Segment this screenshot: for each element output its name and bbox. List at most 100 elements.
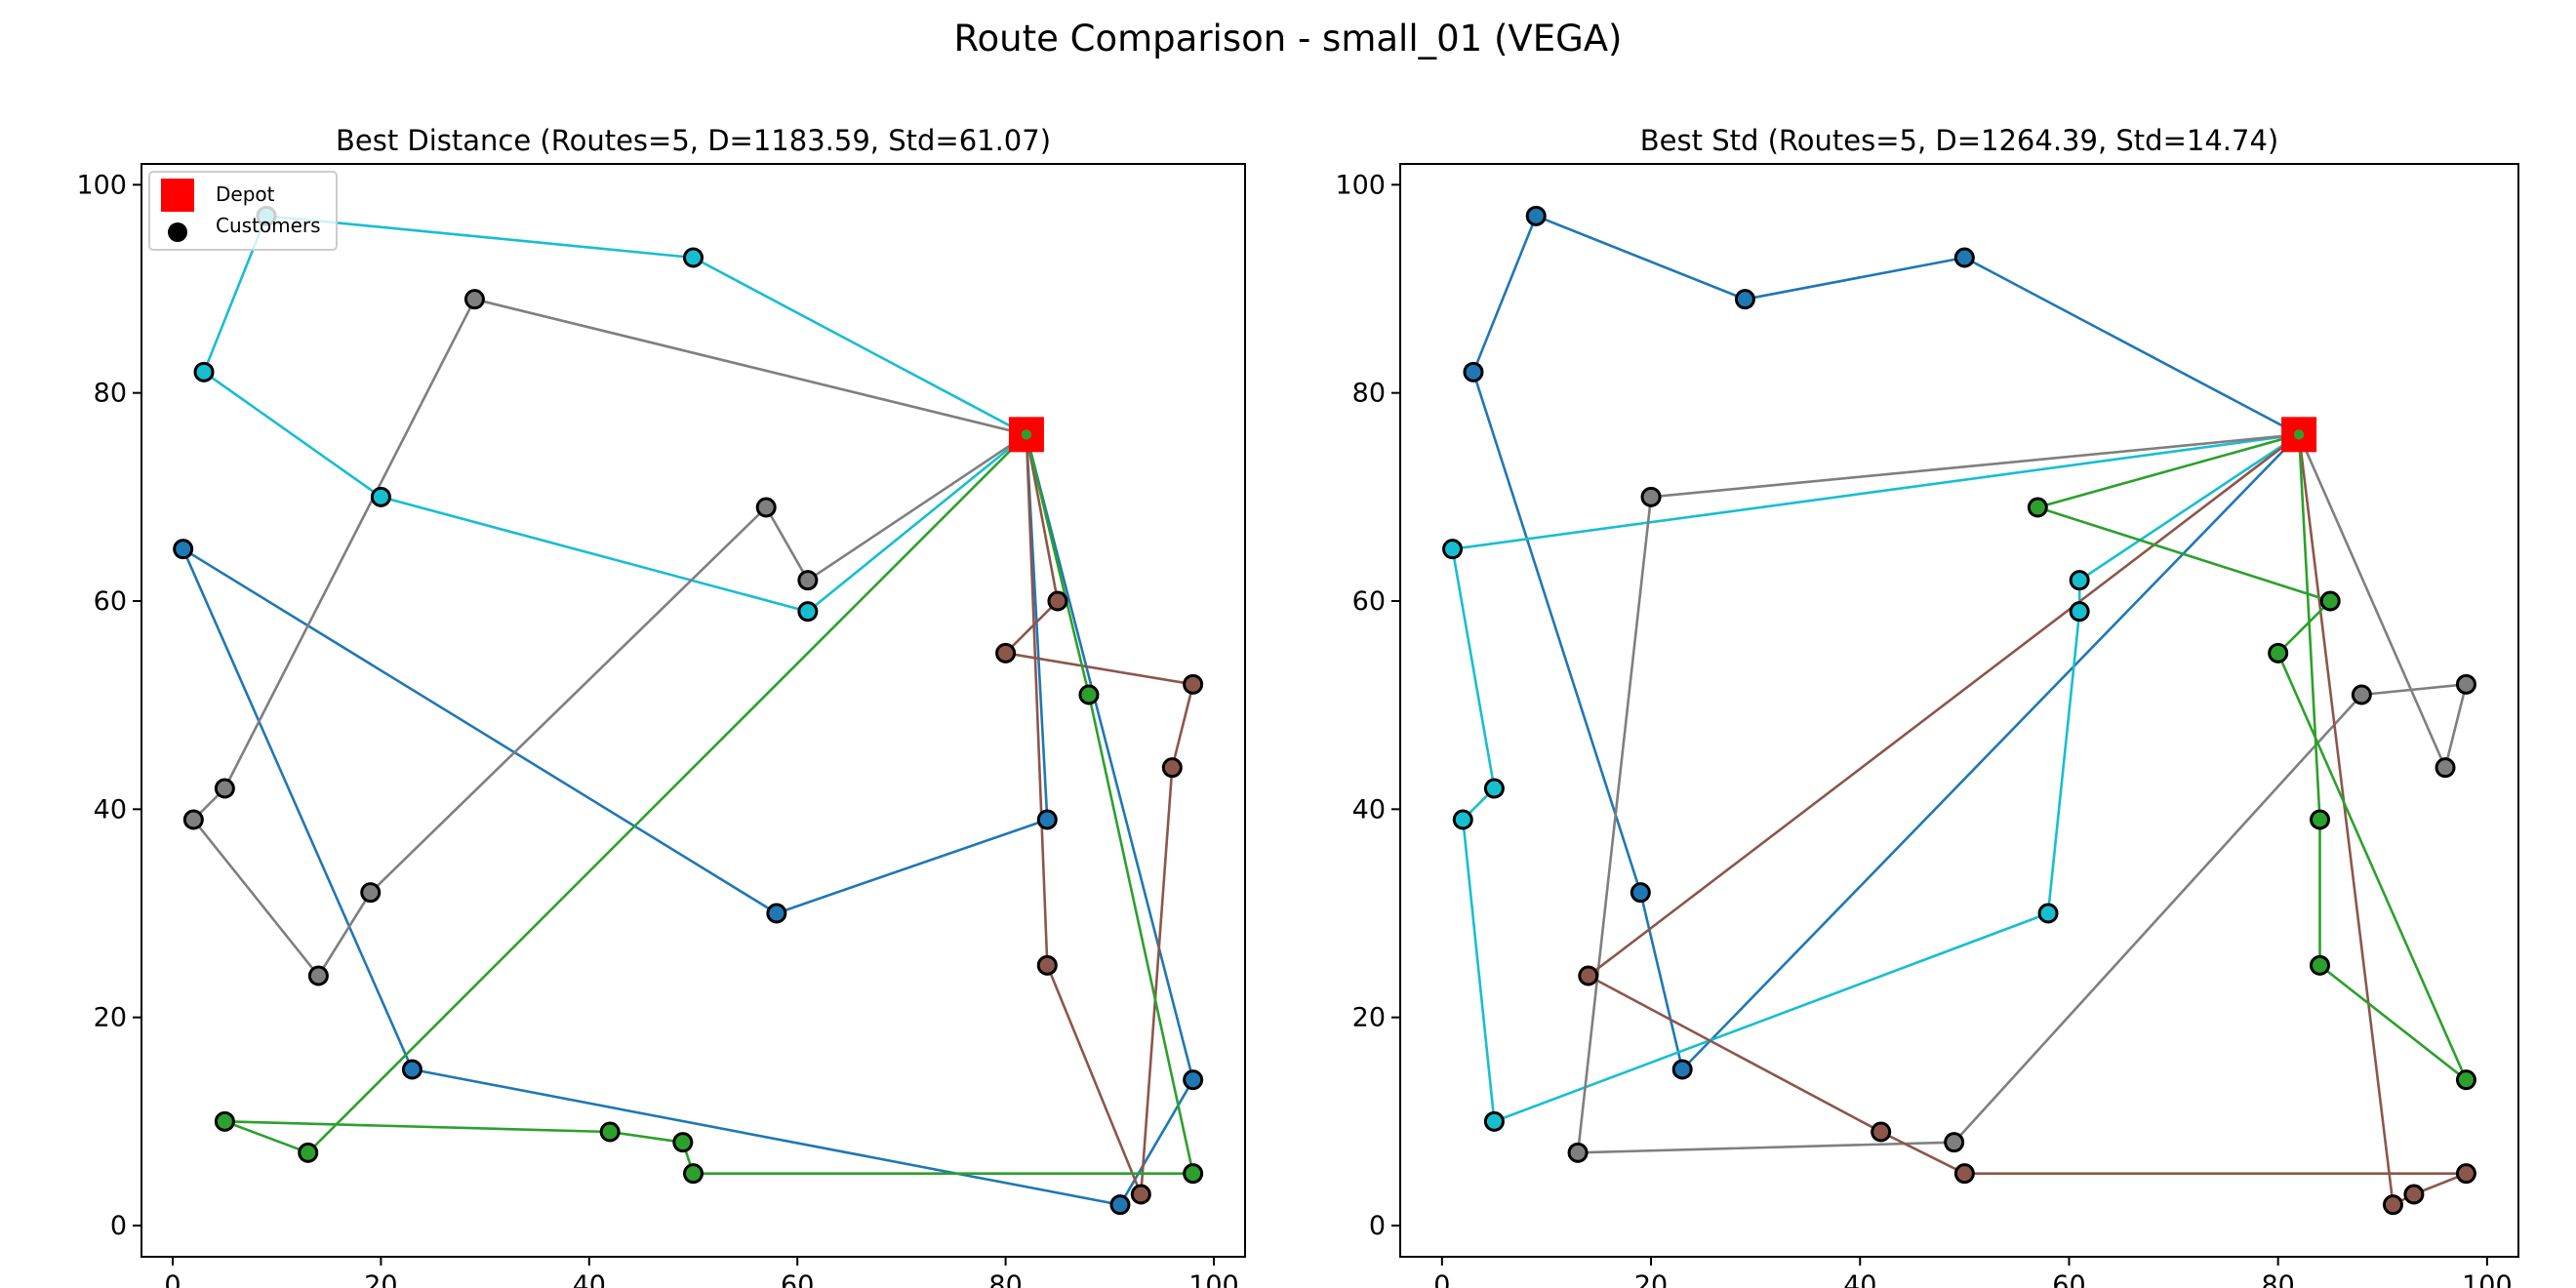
y-tick-label-60: 60 [1352,586,1386,617]
x-tick-label-0: 0 [164,1270,181,1288]
customer-point [1183,1069,1204,1091]
route-line-3 [1576,433,2468,1154]
customer-point [2455,1069,2476,1091]
customer-point [766,903,787,924]
customer-point [193,361,215,382]
y-tick-label-20: 20 [94,1003,127,1033]
customer-point [1183,673,1204,695]
x-tick-label-60: 60 [2052,1270,2085,1288]
customer-point [1183,1163,1204,1185]
x-tick-label-0: 0 [1433,1270,1450,1288]
customer-point [401,1059,423,1080]
y-tick-label-80: 80 [1352,379,1386,409]
customer-point [370,486,391,507]
best-std-panel: Best Std (Routes=5, D=1264.39, Std=14.74… [1335,124,2519,1288]
customer-point [1161,757,1183,779]
x-tick-label-20: 20 [1634,1270,1668,1288]
y-tick-label-100: 100 [76,170,127,200]
customer-point [1452,809,1473,830]
customer-point [1953,1163,1975,1185]
legend-label-depot: Depot [216,182,275,206]
route-depot-link-5 [1021,429,1031,440]
customer-point [2310,954,2331,976]
customer-point [1442,539,1464,560]
customer-point [1630,882,1651,904]
customer-point [2455,673,2476,695]
y-tick-label-40: 40 [1352,794,1386,825]
x-tick-label-40: 40 [1843,1270,1876,1288]
customer-point [360,882,382,904]
route-line-1 [181,433,1194,1206]
plot-frame [141,163,1246,1258]
customer-point [2403,1184,2425,1205]
customer-point [463,289,485,310]
x-tick-label-100: 100 [1188,1270,1239,1288]
x-tick-label-80: 80 [2261,1270,2294,1288]
customer-point [1640,486,1662,507]
customer-point [797,570,819,591]
customer-point [214,1110,235,1132]
customer-point [1047,590,1068,612]
customer-point [1567,1142,1589,1163]
legend-label-customers: Customers [216,214,321,237]
customer-point [672,1132,694,1153]
route-line-2 [1451,433,2300,1123]
customer-point [2027,497,2048,518]
customer-point [214,778,235,799]
customer-point [173,539,194,560]
panel-title: Best Std (Routes=5, D=1264.39, Std=14.74… [1640,124,2278,157]
customer-point [2268,642,2289,664]
customer-point [298,1142,319,1163]
customer-point [1578,965,1599,986]
customer-point [1525,205,1547,226]
customer-point [1078,684,1100,705]
customer-point [1036,954,1058,976]
customer-point [1944,1132,1965,1153]
customer-point [1953,247,1975,268]
customer-point [1130,1184,1151,1205]
x-tick-label-80: 80 [988,1270,1022,1288]
customer-point [182,809,204,830]
y-tick-label-40: 40 [94,794,127,825]
customer-point [1109,1194,1131,1216]
legend-depot-swatch [161,179,194,212]
customer-point [2319,590,2341,612]
best-distance-panel: Best Distance (Routes=5, D=1183.59, Std=… [76,124,1246,1288]
customer-point [599,1121,621,1143]
figure-title: Route Comparison - small_01 (VEGA) [953,18,1623,60]
route-depot-link-5 [2294,429,2305,440]
plot-frame [1399,163,2519,1258]
legend-customers-swatch [168,222,187,242]
route-line-1 [1471,215,2301,1071]
customer-point [995,642,1017,664]
customer-point [2037,903,2059,924]
y-tick-label-20: 20 [1352,1003,1386,1033]
customer-point [1483,778,1505,799]
route-line-4 [1004,434,1194,1196]
y-tick-label-80: 80 [94,379,127,409]
legend: Depot Customers [148,171,338,251]
y-tick-label-0: 0 [110,1211,127,1241]
y-tick-label-0: 0 [1369,1211,1386,1241]
legend-box [148,171,338,251]
customer-point [2069,601,2090,623]
customer-point [797,601,819,623]
x-tick-label-100: 100 [2462,1270,2513,1288]
route-line-4 [1587,433,2468,1206]
x-tick-label-20: 20 [364,1270,397,1288]
customer-point [2435,757,2456,779]
customer-point [683,1163,704,1185]
customer-point [1734,289,1755,310]
panel-title: Best Distance (Routes=5, D=1183.59, Std=… [336,124,1051,157]
customer-point [755,497,777,518]
x-tick-label-40: 40 [573,1270,606,1288]
customer-point [683,247,704,268]
customer-point [1671,1059,1693,1080]
customer-point [2351,684,2372,705]
customer-point [1871,1121,1892,1143]
customer-point [2069,570,2090,591]
customer-point [307,965,329,986]
y-tick-label-60: 60 [94,586,127,617]
y-tick-label-100: 100 [1335,170,1386,200]
